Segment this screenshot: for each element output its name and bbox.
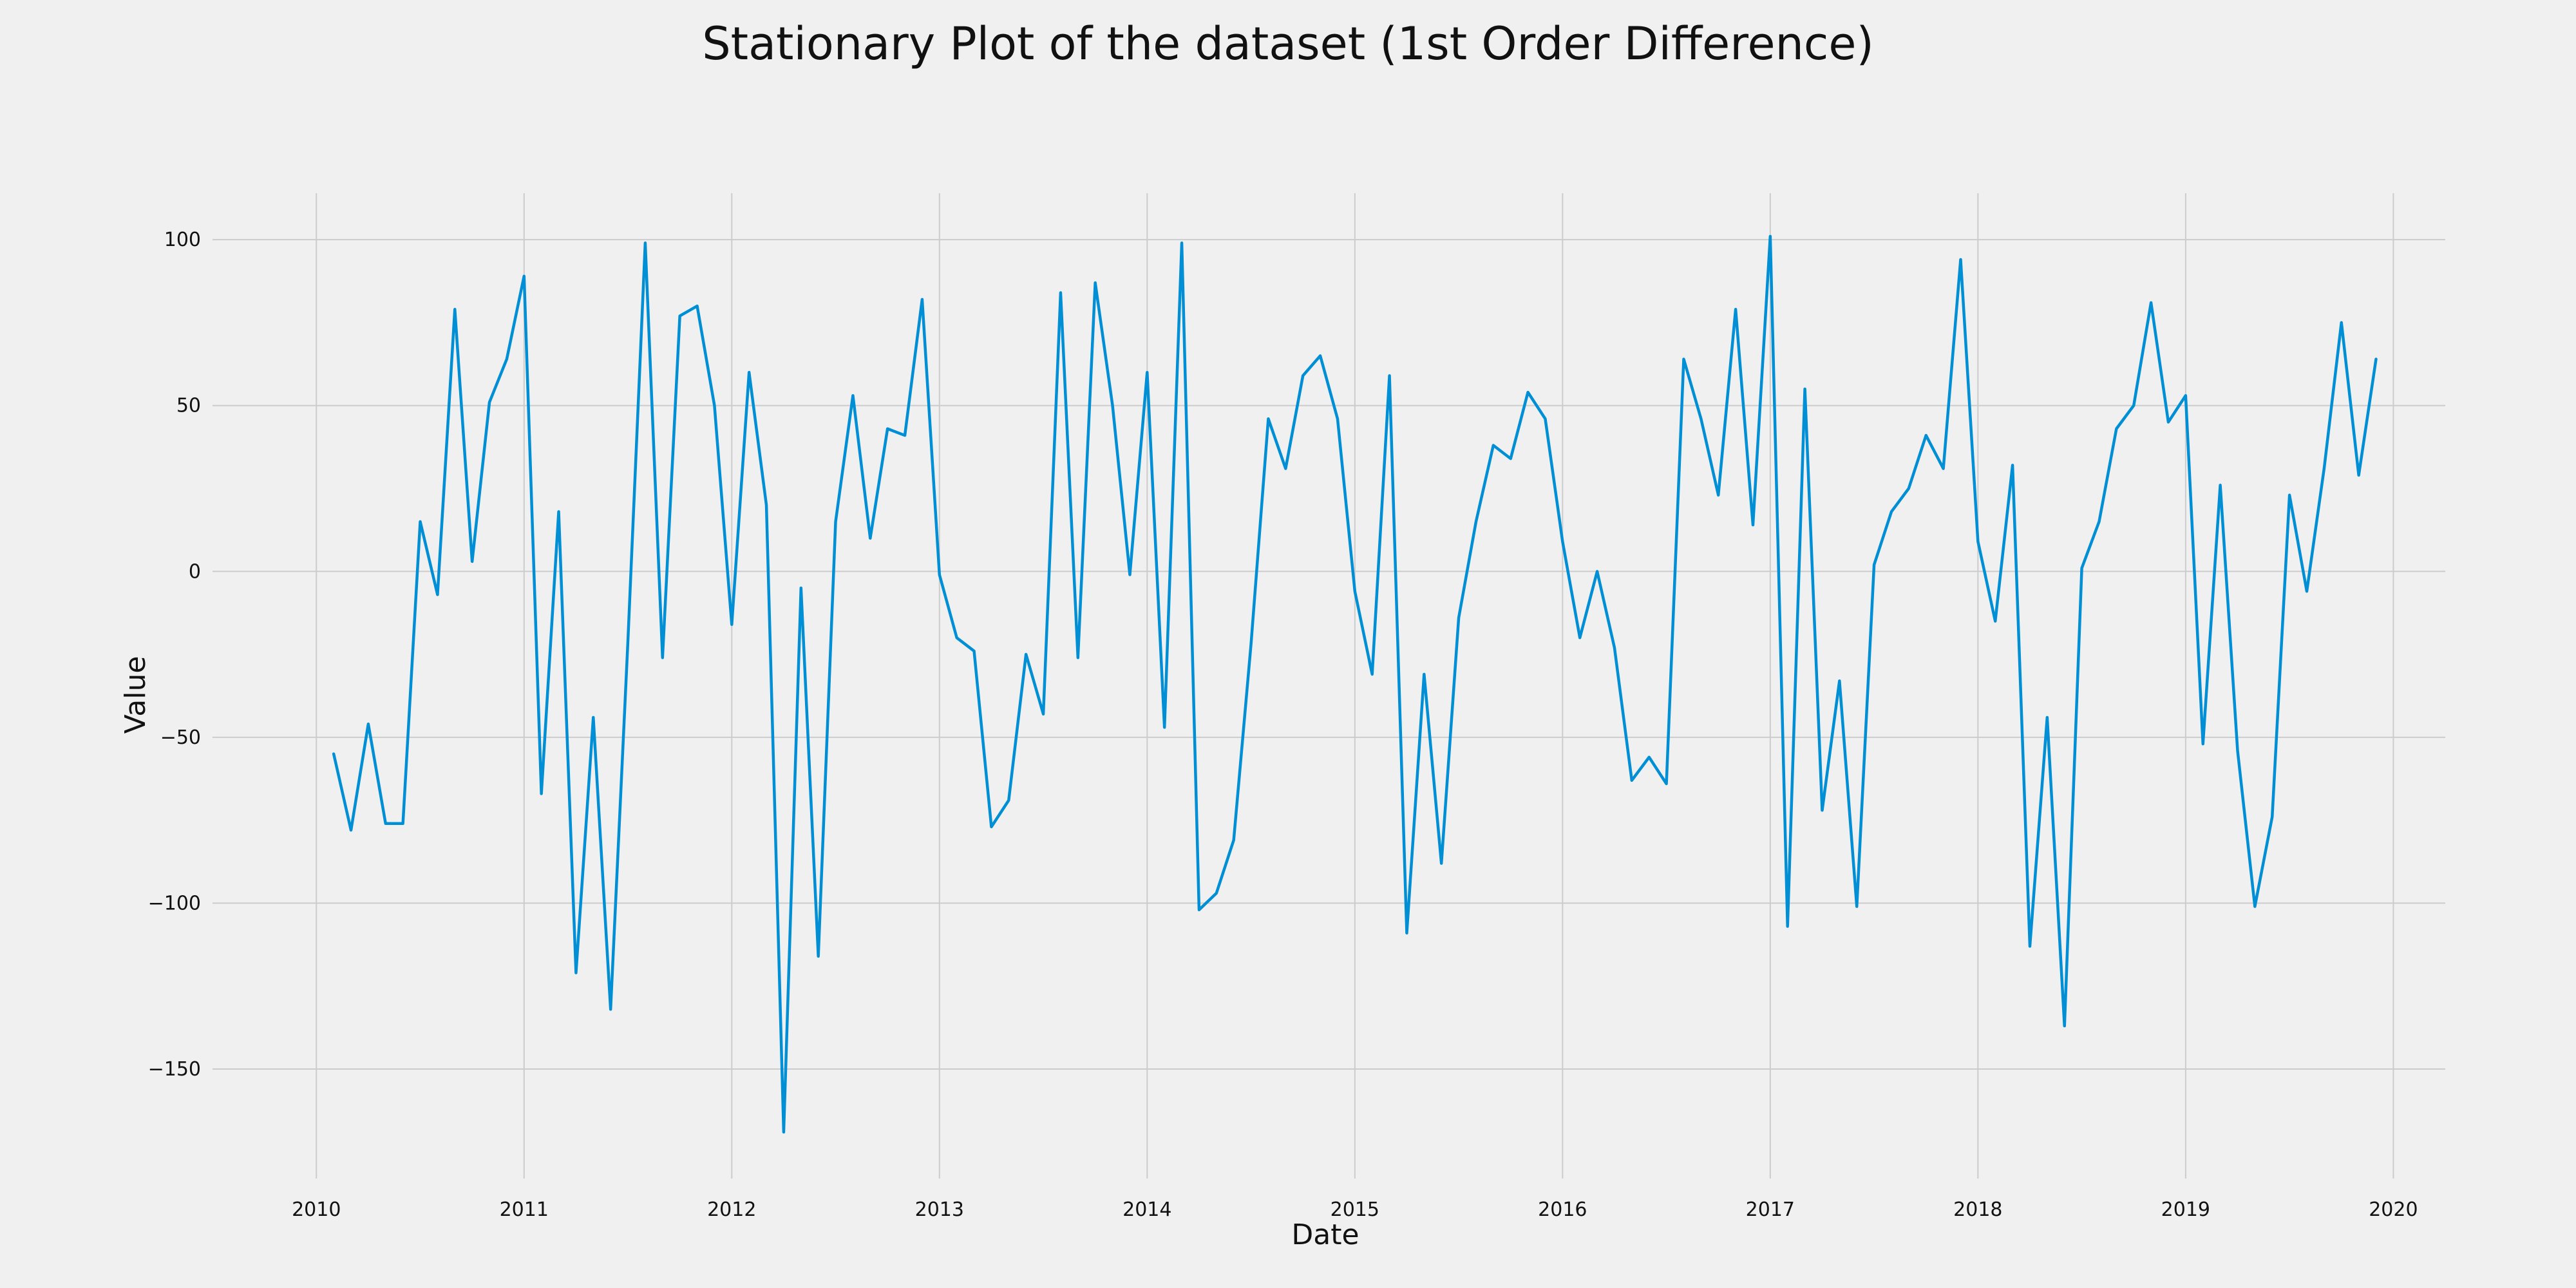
- y-tick-label: −100: [148, 892, 201, 914]
- x-tick-label: 2019: [2161, 1198, 2210, 1221]
- y-axis-ticks: −150 −100 −50 0 50 100: [148, 229, 201, 1081]
- series-line: [332, 234, 2378, 1134]
- x-tick-label: 2010: [292, 1198, 341, 1221]
- x-tick-label: 2018: [1953, 1198, 2002, 1221]
- series-layer: [332, 234, 2378, 1134]
- y-tick-label: 0: [189, 560, 201, 583]
- x-tick-label: 2014: [1122, 1198, 1171, 1221]
- x-axis-ticks: 2010 2011 2012 2013 2014 2015 2016 2017 2018 2019…: [292, 1198, 2418, 1221]
- grid-layer: [213, 193, 2445, 1179]
- y-tick-label: 100: [164, 229, 201, 251]
- chart-title: Stationary Plot of the dataset (1st Orde…: [702, 17, 1874, 70]
- x-tick-label: 2015: [1331, 1198, 1379, 1221]
- y-tick-label: 50: [176, 395, 201, 417]
- x-tick-label: 2017: [1746, 1198, 1795, 1221]
- y-axis-label: Value: [119, 656, 152, 734]
- x-tick-label: 2012: [707, 1198, 756, 1221]
- x-tick-label: 2016: [1538, 1198, 1587, 1221]
- y-tick-label: −50: [160, 726, 201, 749]
- x-tick-label: 2013: [915, 1198, 964, 1221]
- y-tick-label: −150: [148, 1058, 201, 1081]
- x-axis-label: Date: [1291, 1218, 1359, 1251]
- x-tick-label: 2011: [500, 1198, 549, 1221]
- x-tick-label: 2020: [2369, 1198, 2418, 1221]
